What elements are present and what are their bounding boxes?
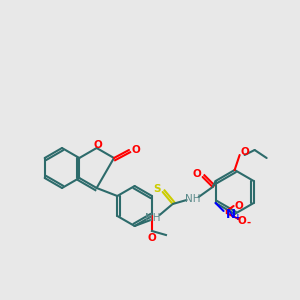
Text: O: O <box>240 147 249 157</box>
Text: O: O <box>93 140 102 150</box>
Text: -: - <box>247 218 251 228</box>
Text: O: O <box>234 201 243 211</box>
Text: +: + <box>234 212 242 221</box>
Text: O: O <box>148 233 156 243</box>
Text: O: O <box>192 169 201 179</box>
Text: O: O <box>132 145 140 155</box>
Text: NH: NH <box>145 213 161 223</box>
Text: O: O <box>237 216 246 226</box>
Text: NH: NH <box>185 194 200 204</box>
Text: N: N <box>226 208 236 220</box>
Text: S: S <box>153 184 160 194</box>
